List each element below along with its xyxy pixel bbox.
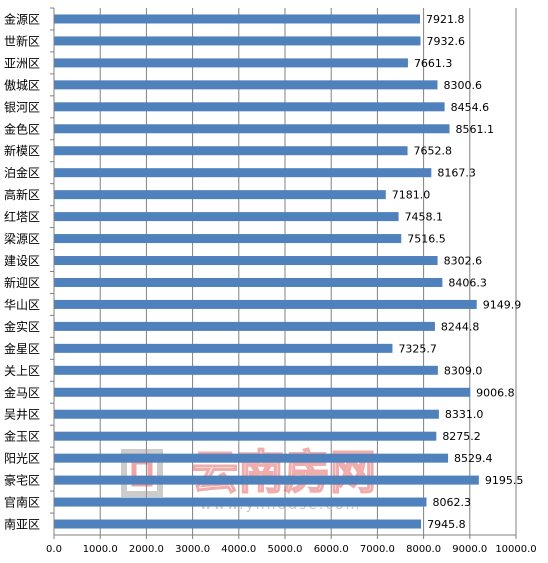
x-tick-label: 10000.0 bbox=[495, 544, 536, 555]
category-label: 金马区 bbox=[4, 385, 40, 400]
grid-lines bbox=[99, 8, 517, 535]
category-label: 金色区 bbox=[4, 121, 40, 136]
bar bbox=[54, 58, 408, 68]
bar bbox=[54, 190, 386, 200]
category-label: 建设区 bbox=[4, 254, 40, 268]
x-tick-label: 7000.0 bbox=[360, 544, 395, 555]
data-label: 8406.3 bbox=[448, 276, 487, 289]
category-label: 金玉区 bbox=[4, 429, 40, 444]
data-label: 8309.0 bbox=[444, 364, 483, 377]
data-label: 7325.7 bbox=[398, 342, 437, 355]
data-label: 9006.8 bbox=[476, 386, 514, 399]
data-label: 7652.8 bbox=[414, 145, 453, 158]
x-tick-label: 9000.0 bbox=[452, 544, 487, 555]
x-tick-label: 8000.0 bbox=[406, 544, 441, 555]
watermark-text: 云南房网 bbox=[192, 445, 376, 499]
bar bbox=[54, 343, 393, 353]
bar bbox=[54, 277, 443, 287]
category-label: 亚洲区 bbox=[4, 56, 40, 70]
data-label: 7516.5 bbox=[407, 233, 446, 246]
category-label: 豪宅区 bbox=[4, 473, 40, 488]
data-label: 8529.4 bbox=[454, 452, 493, 465]
data-label: 8244.8 bbox=[441, 320, 480, 333]
data-label: 7945.8 bbox=[427, 518, 466, 531]
data-label: 7661.3 bbox=[414, 57, 453, 70]
x-tick-label: 2000.0 bbox=[129, 544, 164, 555]
category-label: 银河区 bbox=[4, 100, 40, 114]
category-label: 世新区 bbox=[4, 33, 40, 48]
watermark-logo-outer bbox=[121, 449, 163, 497]
x-tick-labels: 0.0 1000.0 2000.0 3000.0 4000.0 5000.0 6000.0 7… bbox=[46, 535, 537, 555]
bar bbox=[54, 14, 420, 24]
category-label: 华山区 bbox=[4, 298, 40, 312]
category-label: 高新区 bbox=[4, 187, 40, 202]
data-label: 8302.6 bbox=[444, 255, 483, 268]
bar bbox=[54, 36, 421, 46]
data-label: 8454.6 bbox=[451, 101, 490, 114]
bar bbox=[54, 234, 402, 244]
x-tick-label: 1000.0 bbox=[83, 544, 118, 555]
bar bbox=[54, 124, 450, 134]
bar bbox=[54, 168, 432, 178]
bar bbox=[54, 299, 477, 309]
category-label: 新模区 bbox=[4, 143, 40, 158]
category-label: 红塔区 bbox=[4, 209, 40, 224]
data-label: 9149.9 bbox=[483, 298, 521, 311]
bar bbox=[54, 409, 439, 419]
bar bbox=[54, 365, 438, 375]
category-label: 泊金区 bbox=[4, 165, 40, 180]
data-label: 8561.1 bbox=[456, 123, 495, 136]
bar bbox=[54, 387, 471, 397]
data-label: 8275.2 bbox=[442, 430, 481, 443]
x-tick-label: 3000.0 bbox=[175, 544, 210, 555]
category-label: 金实区 bbox=[4, 319, 40, 334]
category-labels: 金源区世新区亚洲区傲城区银河区金色区新模区泊金区高新区红塔区梁源区建设区新迎区华… bbox=[4, 7, 54, 532]
category-label: 金源区 bbox=[4, 11, 40, 26]
data-label: 8167.3 bbox=[437, 167, 476, 180]
x-tick-label: 4000.0 bbox=[221, 544, 256, 555]
data-label: 7181.0 bbox=[392, 189, 431, 202]
category-label: 金星区 bbox=[4, 341, 40, 356]
data-label: 8062.3 bbox=[432, 496, 471, 509]
bar bbox=[54, 519, 422, 529]
category-label: 吴井区 bbox=[4, 408, 40, 422]
bars bbox=[54, 14, 479, 529]
x-tick-label: 5000.0 bbox=[268, 544, 303, 555]
category-label: 阳光区 bbox=[4, 452, 40, 466]
bar bbox=[54, 80, 438, 90]
x-tick-label: 6000.0 bbox=[314, 544, 349, 555]
bar bbox=[54, 321, 435, 331]
category-label: 梁源区 bbox=[4, 231, 40, 246]
data-label: 9195.5 bbox=[485, 474, 524, 487]
value-labels: 7921.8 7932.6 7661.3 8300.6 8454.6 8561.17652… bbox=[392, 13, 524, 531]
bar bbox=[54, 256, 438, 266]
bar bbox=[54, 146, 408, 156]
category-label: 关上区 bbox=[4, 364, 40, 378]
data-label: 7458.1 bbox=[405, 211, 444, 224]
category-label: 南亚区 bbox=[4, 517, 40, 532]
category-label: 官南区 bbox=[4, 495, 40, 510]
data-label: 7921.8 bbox=[426, 13, 465, 26]
data-label: 8331.0 bbox=[445, 408, 484, 421]
bar bbox=[54, 475, 479, 485]
data-label: 8300.6 bbox=[443, 79, 482, 92]
x-tick-label: 0.0 bbox=[46, 544, 62, 555]
bar bbox=[54, 497, 427, 507]
bar bbox=[54, 453, 449, 463]
category-label: 新迎区 bbox=[4, 275, 40, 290]
category-label: 傲城区 bbox=[4, 77, 40, 92]
bar bbox=[54, 102, 445, 112]
bar bbox=[54, 431, 437, 441]
data-label: 7932.6 bbox=[426, 35, 465, 48]
bar bbox=[54, 212, 399, 222]
